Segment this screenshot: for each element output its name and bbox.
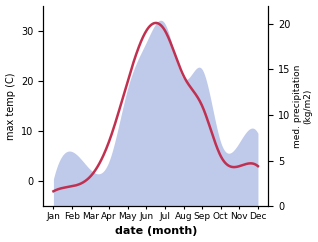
Y-axis label: med. precipitation
(kg/m2): med. precipitation (kg/m2) — [293, 64, 313, 148]
Y-axis label: max temp (C): max temp (C) — [5, 72, 16, 140]
X-axis label: date (month): date (month) — [114, 227, 197, 236]
